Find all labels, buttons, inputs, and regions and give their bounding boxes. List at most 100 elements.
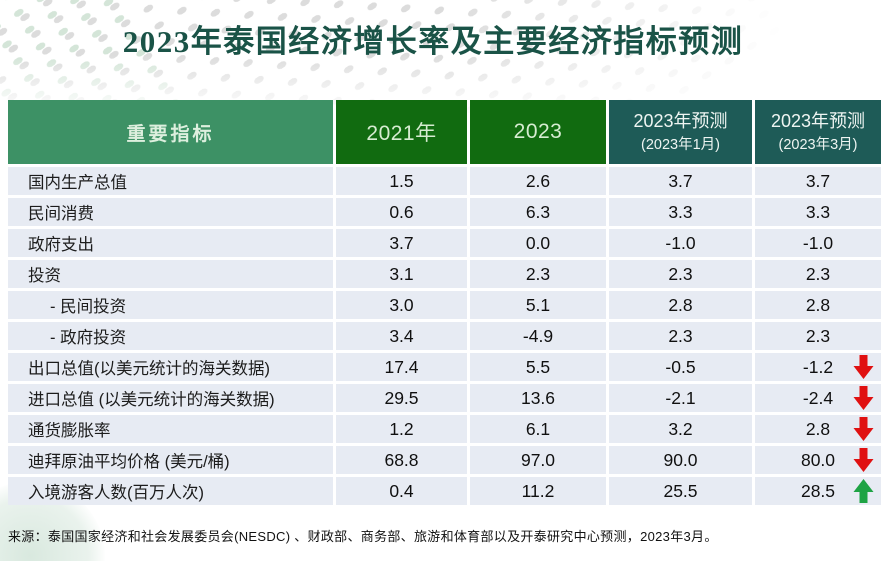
value-text: -2.4 <box>802 387 834 408</box>
value-text: 5.5 <box>525 356 551 377</box>
value-text: 2.8 <box>805 294 831 315</box>
value-cell: 68.8 <box>336 446 467 474</box>
red-down-arrow-icon <box>853 355 874 379</box>
header-forecast-jan-line2: (2023年1月) <box>641 137 720 153</box>
value-cell: 17.4 <box>336 353 467 381</box>
value-text: 2.8 <box>805 418 831 439</box>
row-label: 投资 <box>8 260 333 288</box>
value-cell: 2.8 <box>755 415 881 443</box>
economic-indicators-table: 重要指标 2021年 2023 2023年预测 (2023年1月) 2023年预… <box>8 100 881 505</box>
value-cell: 28.5 <box>755 477 881 505</box>
value-text: 3.7 <box>805 170 831 191</box>
value-cell: 13.6 <box>470 384 606 412</box>
value-cell: -2.4 <box>755 384 881 412</box>
value-text: 13.6 <box>520 387 556 408</box>
value-cell: 3.3 <box>755 198 881 226</box>
row-label: 入境游客人数(百万人次) <box>8 477 333 505</box>
value-text: 3.3 <box>805 201 831 222</box>
value-text: 6.1 <box>525 418 551 439</box>
value-text: 3.2 <box>668 418 693 439</box>
value-cell: 3.2 <box>609 415 752 443</box>
red-down-arrow-icon <box>853 386 874 410</box>
source-note: 来源：泰国国家经济和社会发展委员会(NESDC) 、财政部、商务部、旅游和体育部… <box>8 529 718 544</box>
value-cell: -2.1 <box>609 384 752 412</box>
row-label: 政府支出 <box>8 229 333 257</box>
value-text: 28.5 <box>800 480 836 501</box>
value-cell: 2.8 <box>755 291 881 319</box>
header-forecast-mar-line2: (2023年3月) <box>778 137 858 153</box>
row-label: 国内生产总值 <box>8 167 333 195</box>
value-text: 3.7 <box>668 170 693 191</box>
header-2021: 2021年 <box>336 100 467 164</box>
row-label: 进口总值 (以美元统计的海关数据) <box>8 384 333 412</box>
value-text: 3.0 <box>389 294 414 315</box>
value-cell: 6.3 <box>470 198 606 226</box>
value-text: 2.3 <box>525 263 551 284</box>
value-text: -1.0 <box>665 232 696 253</box>
value-cell: 2.8 <box>609 291 752 319</box>
red-down-arrow-icon <box>853 448 874 472</box>
header-forecast-mar: 2023年预测 (2023年3月) <box>755 100 881 164</box>
value-text: 3.3 <box>668 201 693 222</box>
value-text: -4.9 <box>522 325 554 346</box>
header-forecast-mar-line1: 2023年预测 <box>770 111 866 131</box>
header-forecast-jan: 2023年预测 (2023年1月) <box>609 100 752 164</box>
value-cell: 5.1 <box>470 291 606 319</box>
value-text: 68.8 <box>384 449 419 470</box>
value-cell: -1.2 <box>755 353 881 381</box>
value-text: -2.1 <box>665 387 696 408</box>
value-text: 11.2 <box>521 480 555 501</box>
value-text: 25.5 <box>663 480 698 501</box>
row-label: - 民间投资 <box>8 291 333 319</box>
value-text: 3.4 <box>389 325 414 346</box>
row-label: - 政府投资 <box>8 322 333 350</box>
value-text: 2.3 <box>805 263 831 284</box>
value-cell: -1.0 <box>609 229 752 257</box>
value-cell: 29.5 <box>336 384 467 412</box>
value-cell: 97.0 <box>470 446 606 474</box>
value-cell: 3.7 <box>336 229 467 257</box>
row-label: 迪拜原油平均价格 (美元/桶) <box>8 446 333 474</box>
value-cell: 3.7 <box>755 167 881 195</box>
header-indicator: 重要指标 <box>8 100 333 164</box>
value-text: 2.3 <box>668 325 693 346</box>
value-text: 2.8 <box>668 294 693 315</box>
value-cell: 2.3 <box>609 260 752 288</box>
value-text: 1.2 <box>389 418 414 439</box>
page-title: 2023年泰国经济增长率及主要经济指标预测 <box>122 24 744 59</box>
value-cell: 2.6 <box>470 167 606 195</box>
value-text: 1.5 <box>389 170 414 191</box>
value-text: 5.1 <box>525 294 551 315</box>
value-text: 2.3 <box>805 325 831 346</box>
value-cell: 3.1 <box>336 260 467 288</box>
value-text: 2.3 <box>668 263 693 284</box>
value-cell: 80.0 <box>755 446 881 474</box>
value-cell: 0.6 <box>336 198 467 226</box>
value-text: -1.0 <box>802 232 834 253</box>
value-text: 29.5 <box>384 387 419 408</box>
value-cell: 2.3 <box>755 322 881 350</box>
row-label: 通货膨胀率 <box>8 415 333 443</box>
value-text: 80.0 <box>800 449 836 470</box>
value-text: 90.0 <box>663 449 698 470</box>
header-2023: 2023 <box>470 100 606 164</box>
value-cell: 3.3 <box>609 198 752 226</box>
value-cell: 1.2 <box>336 415 467 443</box>
value-cell: 6.1 <box>470 415 606 443</box>
value-text: 0.6 <box>389 201 414 222</box>
value-text: 2.6 <box>525 170 551 191</box>
value-cell: 25.5 <box>609 477 752 505</box>
value-cell: 5.5 <box>470 353 606 381</box>
red-down-arrow-icon <box>853 417 874 441</box>
row-label: 出口总值(以美元统计的海关数据) <box>8 353 333 381</box>
value-text: -1.2 <box>802 356 834 377</box>
value-text: 17.4 <box>384 356 419 377</box>
value-cell: -1.0 <box>755 229 881 257</box>
value-cell: -4.9 <box>470 322 606 350</box>
value-text: 0.0 <box>525 232 551 253</box>
value-text: 97.0 <box>520 449 556 470</box>
value-cell: -0.5 <box>609 353 752 381</box>
value-cell: 11.2 <box>470 477 606 505</box>
value-cell: 90.0 <box>609 446 752 474</box>
row-label: 民间消费 <box>8 198 333 226</box>
